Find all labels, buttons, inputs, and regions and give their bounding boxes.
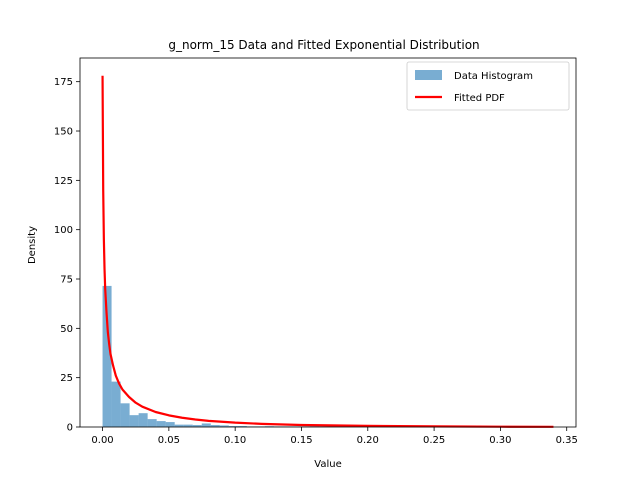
histogram-bar <box>210 425 220 427</box>
histogram-bar <box>102 285 112 427</box>
histogram-bar <box>111 381 121 427</box>
y-tick-label: 175 <box>54 77 73 88</box>
y-axis-label: Density <box>27 226 38 264</box>
x-tick-label: 0.35 <box>556 435 578 446</box>
histogram-bar <box>237 426 247 427</box>
legend-swatch-data-histogram <box>415 70 442 80</box>
histogram-bar <box>120 403 130 427</box>
fitted-pdf-line <box>101 75 554 428</box>
histogram-bar <box>219 425 229 427</box>
x-tick-label: 0.15 <box>290 435 312 446</box>
x-tick-label: 0.00 <box>91 435 113 446</box>
y-tick-label: 25 <box>60 373 73 384</box>
x-tick-label: 0.20 <box>357 435 379 446</box>
x-tick-label: 0.25 <box>423 435 445 446</box>
histogram-bar <box>138 413 148 427</box>
legend-label-data-histogram: Data Histogram <box>454 71 533 82</box>
y-tick-label: 75 <box>60 275 73 286</box>
plot-frame <box>79 57 577 428</box>
histogram-bar <box>156 421 166 427</box>
x-axis-label: Value <box>314 459 341 470</box>
histogram-bar <box>192 425 202 427</box>
fitted-pdf-lines <box>101 75 554 428</box>
histogram-bar <box>174 424 184 427</box>
x-tick-label: 0.05 <box>158 435 180 446</box>
histogram-bar <box>183 424 193 427</box>
y-tick-label: 100 <box>54 225 73 236</box>
histogram-bar <box>165 422 175 427</box>
y-tick-label: 150 <box>54 127 73 138</box>
histogram-bar <box>228 426 238 427</box>
x-axis-ticks: 0.00 0.05 0.10 0.15 0.20 0.25 0.30 0.35 <box>91 427 578 446</box>
y-axis-ticks: 0 25 50 75 100 125 150 175 <box>54 77 80 434</box>
histogram-bar <box>129 415 139 427</box>
x-tick-label: 0.10 <box>224 435 246 446</box>
x-tick-label: 0.30 <box>489 435 511 446</box>
y-tick-label: 125 <box>54 176 73 187</box>
histogram-bar <box>201 423 211 427</box>
y-tick-label: 0 <box>67 423 73 434</box>
legend-label-fitted-pdf: Fitted PDF <box>454 93 505 104</box>
legend: Data Histogram Fitted PDF <box>406 61 570 111</box>
histogram-bar <box>147 419 157 427</box>
chart-title: g_norm_15 Data and Fitted Exponential Di… <box>168 38 479 52</box>
legend-box <box>406 61 570 111</box>
y-tick-label: 50 <box>60 324 73 335</box>
